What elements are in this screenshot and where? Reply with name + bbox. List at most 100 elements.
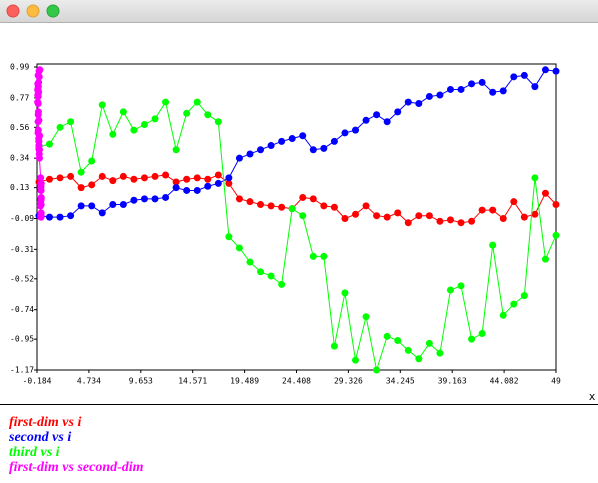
data-point: [37, 179, 45, 187]
data-point: [362, 116, 370, 124]
data-point: [278, 280, 286, 288]
data-point: [383, 213, 391, 221]
data-point: [288, 135, 296, 143]
data-point: [320, 144, 328, 152]
data-point: [98, 172, 106, 180]
y-tick-label: 0.77: [10, 93, 29, 102]
data-point: [415, 99, 423, 107]
data-point: [37, 209, 45, 217]
data-point: [383, 118, 391, 126]
data-point: [341, 129, 349, 137]
data-point: [499, 215, 507, 222]
data-point: [162, 98, 170, 106]
legend-entry: first-dim vs i: [9, 415, 81, 430]
data-point: [341, 289, 349, 297]
data-point: [204, 111, 212, 119]
data-point: [257, 146, 265, 154]
data-point: [394, 108, 402, 116]
legend-entry: first-dim vs second-dim: [9, 460, 144, 475]
data-point: [489, 206, 497, 214]
data-point: [446, 216, 454, 224]
data-point: [35, 137, 43, 145]
data-point: [415, 212, 423, 220]
data-point: [267, 142, 275, 150]
data-point: [531, 210, 539, 218]
data-point: [77, 184, 85, 192]
data-point: [362, 313, 370, 321]
data-point: [235, 154, 243, 162]
y-tick-label: 0.13: [10, 183, 29, 192]
data-point: [299, 132, 307, 140]
data-point: [478, 206, 486, 214]
data-point: [425, 92, 433, 100]
series-line: [38, 174, 557, 224]
data-point: [109, 177, 117, 185]
data-point: [436, 349, 444, 357]
y-tick-label: 0.99: [10, 63, 29, 72]
minimize-button[interactable]: [26, 4, 40, 18]
data-point: [235, 244, 243, 252]
data-point: [425, 339, 433, 347]
data-point: [151, 172, 159, 180]
data-point: [436, 91, 444, 99]
data-point: [45, 175, 53, 183]
data-point: [225, 233, 233, 241]
data-point: [320, 252, 328, 260]
data-point: [309, 146, 317, 154]
data-point: [520, 292, 528, 300]
data-point: [288, 205, 296, 213]
data-point: [352, 356, 360, 364]
data-point: [257, 200, 265, 208]
x-tick-label: 19.489: [230, 377, 259, 386]
data-point: [34, 118, 42, 126]
data-point: [37, 174, 45, 182]
data-point: [341, 215, 349, 222]
data-point: [404, 98, 412, 106]
data-point: [457, 85, 465, 93]
data-point: [172, 184, 180, 192]
data-point: [457, 282, 465, 290]
data-point: [34, 99, 42, 107]
data-point: [489, 241, 497, 249]
series-line: [38, 69, 557, 218]
data-point: [531, 174, 539, 182]
x-tick-label: 24.408: [282, 377, 311, 386]
data-point: [320, 202, 328, 210]
data-point: [246, 150, 254, 158]
data-point: [267, 202, 275, 210]
data-point: [56, 174, 64, 182]
data-point: [151, 115, 159, 123]
data-point: [246, 258, 254, 266]
data-point: [98, 209, 106, 217]
data-point: [330, 137, 338, 145]
zoom-button[interactable]: [46, 4, 60, 18]
x-tick-label: 39.163: [438, 377, 467, 386]
data-point: [35, 67, 43, 75]
data-point: [214, 118, 222, 126]
data-point: [88, 157, 96, 165]
legend-entry: third vs i: [9, 445, 60, 460]
x-tick-label: 44.082: [490, 377, 519, 386]
data-point: [225, 179, 233, 187]
data-point: [67, 172, 75, 180]
data-point: [214, 171, 222, 179]
data-point: [140, 174, 148, 182]
data-point: [98, 101, 106, 109]
data-point: [183, 186, 191, 194]
data-point: [373, 111, 381, 119]
y-tick-label: -1.17: [10, 366, 34, 375]
data-point: [119, 172, 127, 180]
data-point: [130, 126, 138, 134]
close-button[interactable]: [6, 4, 20, 18]
data-point: [56, 123, 64, 131]
data-point: [130, 175, 138, 183]
data-point: [235, 195, 243, 203]
y-tick-label: -0.52: [10, 274, 34, 283]
data-point: [204, 182, 212, 190]
x-tick-label: -0.184: [23, 377, 52, 386]
data-point: [140, 195, 148, 203]
data-point: [330, 203, 338, 211]
data-point: [436, 217, 444, 225]
legend-entry: second vs i: [8, 430, 71, 445]
data-point: [309, 252, 317, 260]
